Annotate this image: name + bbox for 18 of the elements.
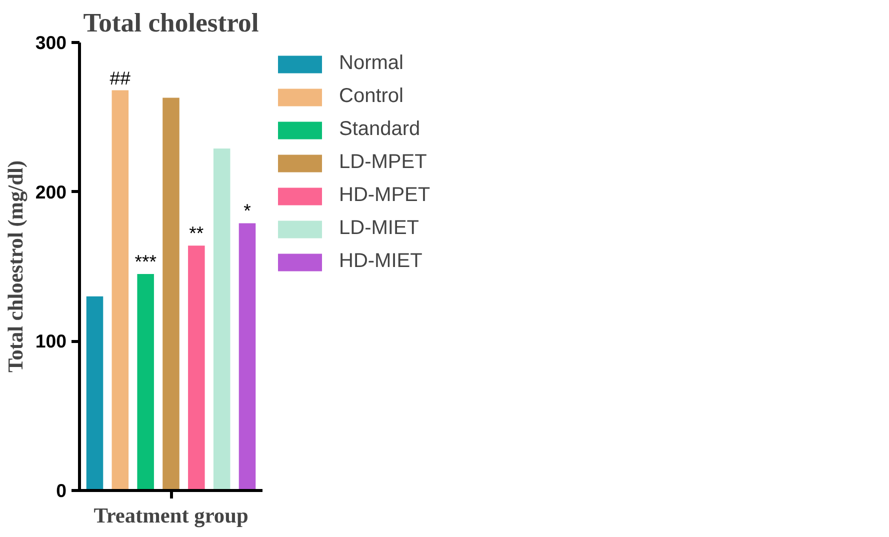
legend-label: HD-MPET (339, 184, 430, 207)
legend-label: LD-MIET (339, 217, 419, 240)
y-tick-label: 300 (35, 32, 67, 53)
data-label: ** (189, 222, 204, 244)
y-axis-title: Total chloestrol (mg/dl) (3, 160, 28, 373)
legend-label: HD-MIET (339, 250, 422, 273)
legend-label: Standard (339, 118, 420, 141)
data-label: *** (134, 250, 156, 272)
data-label: ## (110, 67, 132, 88)
x-axis-title: Treatment group (94, 504, 248, 528)
y-tick-label: 100 (35, 330, 67, 352)
data-label: * (244, 200, 251, 222)
y-tick-label: 200 (35, 181, 67, 202)
legend-label: LD-MPET (339, 151, 427, 174)
y-tick-label: 0 (56, 480, 67, 501)
chart-title: Total cholestrol (83, 8, 259, 38)
legend-label: Normal (339, 52, 404, 75)
legend-label: Control (339, 85, 404, 108)
